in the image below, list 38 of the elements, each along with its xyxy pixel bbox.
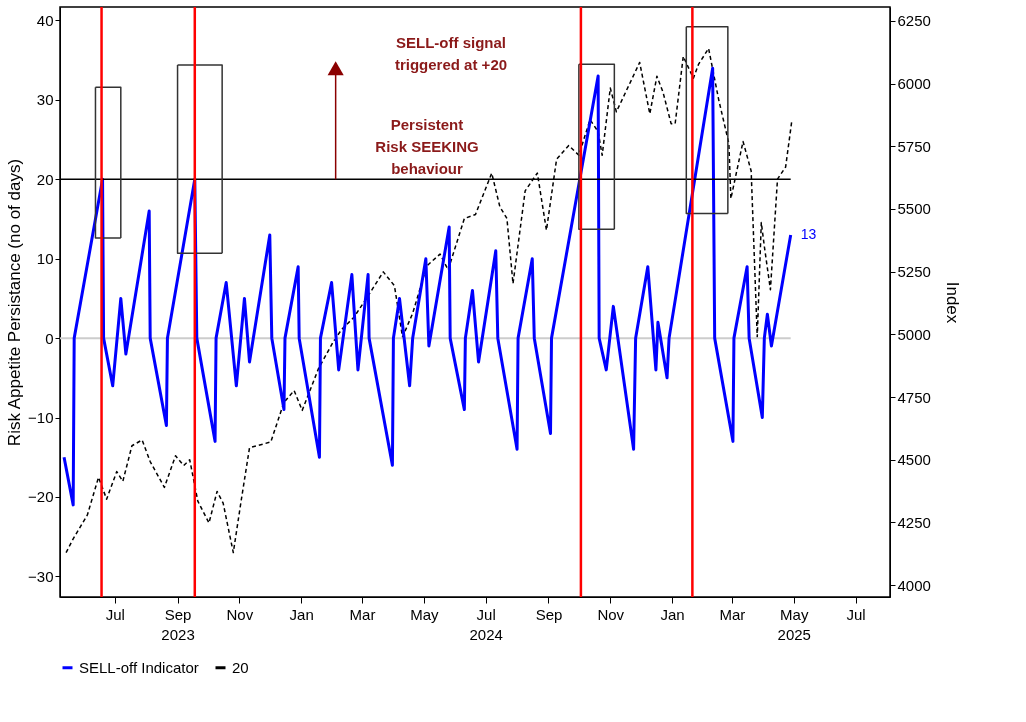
x-tick-label: Mar [349,605,376,623]
x-tick-label: Sep 2023 [161,605,195,643]
y-axis-title: Risk Appetite Persistance (no of days) [5,158,25,447]
x-tick-label: Sep [535,605,563,623]
annotation: Persistent Risk SEEKING behaviour [375,116,479,177]
x-tick-label: Jul [846,605,866,623]
annotation: SELL-off signal triggered at +20 [394,34,508,73]
x-tick-label: May [410,605,439,623]
x-tick-label: Jan [660,605,685,623]
x-tick-label: Mar [719,605,746,623]
y2-tick-label: 5250 [897,263,931,281]
y2-axis-title: Index [942,281,962,324]
y2-tick-label: 6250 [897,12,931,30]
legend-label: 20 [232,658,249,676]
y2-tick-label: 5750 [897,137,931,155]
y-tick-label: 0 [45,329,54,347]
y2-tick-label: 4000 [897,576,931,594]
x-tick-label: Jul 2024 [469,605,503,643]
y-tick-label: 40 [36,12,54,29]
y-tick-label: 10 [36,250,54,268]
annotation: 13 [800,225,817,242]
y2-tick-label: 4500 [897,451,931,469]
y2-tick-label: 4250 [897,514,931,531]
y-tick-label: 20 [36,170,54,188]
y2-tick-label: 4750 [897,388,931,406]
y2-tick-label: 6000 [897,75,931,93]
x-tick-label: Nov [226,605,254,623]
x-tick-label: Jul [105,605,125,623]
y-tick-label: −30 [28,567,54,585]
y-tick-label: −10 [28,409,54,427]
y2-tick-label: 5000 [897,325,931,343]
x-tick-label: Jan [289,605,314,623]
y-tick-label: 30 [36,91,54,109]
y2-tick-label: 5500 [897,200,931,218]
legend-label: SELL-off Indicator [79,658,199,676]
x-tick-label: Nov [597,605,625,623]
y-tick-label: −20 [28,488,54,506]
x-tick-label: May 2025 [777,605,811,643]
